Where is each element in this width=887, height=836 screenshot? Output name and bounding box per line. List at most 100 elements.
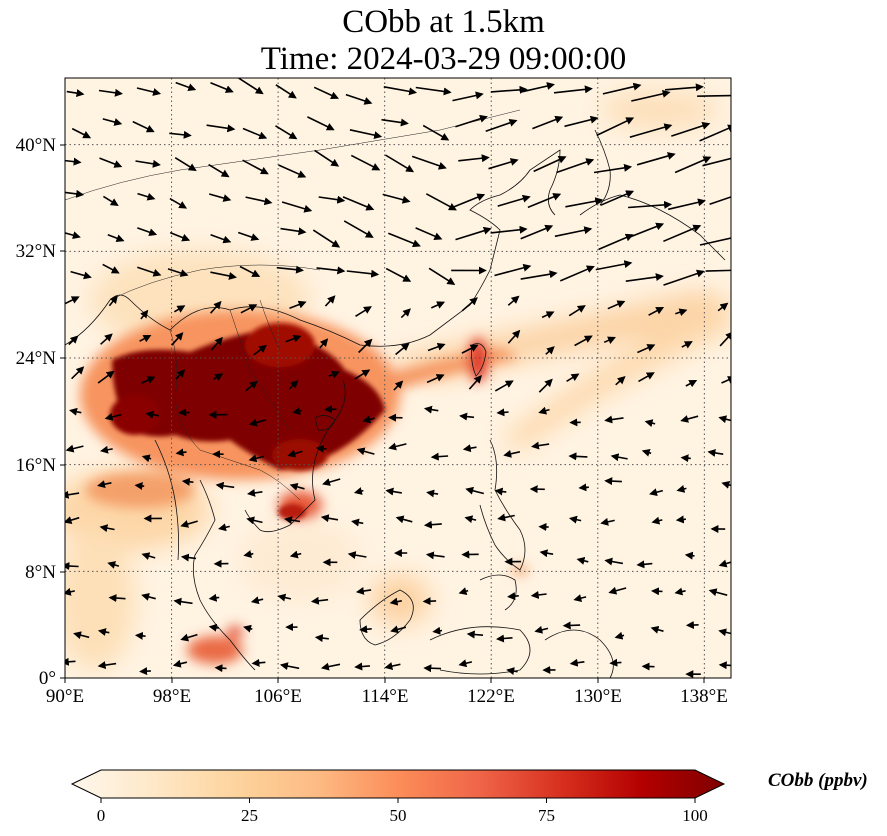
wind-arrow xyxy=(313,86,339,100)
wind-arrow xyxy=(240,304,258,314)
x-tick-label: 130°E xyxy=(574,686,622,707)
wind-arrow xyxy=(354,662,370,671)
wind-arrow xyxy=(718,559,731,568)
x-tick-label: 114°E xyxy=(362,686,409,707)
wind-arrow xyxy=(315,444,327,453)
wind-arrow xyxy=(169,231,191,242)
y-tick-label: 24°N xyxy=(16,348,57,369)
wind-arrow xyxy=(604,557,624,566)
gridlines xyxy=(65,78,731,678)
wind-arrow xyxy=(108,295,118,307)
wind-arrow xyxy=(631,89,671,102)
wind-arrow xyxy=(466,630,484,639)
wind-arrow xyxy=(174,157,197,172)
wind-arrow xyxy=(718,661,731,670)
wind-arrow xyxy=(362,415,375,424)
wind-arrow xyxy=(136,87,162,96)
wind-arrow xyxy=(141,552,156,560)
colorbar-label: CObb (ppbv) xyxy=(768,770,868,791)
wind-arrow xyxy=(100,333,113,345)
wind-arrow xyxy=(288,380,299,390)
wind-arrow xyxy=(65,444,84,453)
wind-arrow xyxy=(496,408,509,417)
wind-arrow xyxy=(384,154,415,173)
wind-arrow xyxy=(342,196,375,211)
wind-arrow xyxy=(289,300,307,310)
wind-arrow xyxy=(676,485,687,493)
wind-arrow xyxy=(210,300,222,314)
colorbar: 0 25 50 75 100 xyxy=(70,769,726,825)
wind-arrow xyxy=(455,114,488,128)
wind-arrow xyxy=(681,341,693,349)
wind-arrow xyxy=(104,412,122,421)
wind-arrow xyxy=(248,418,267,427)
wind-arrow xyxy=(465,486,484,495)
wind-arrow xyxy=(533,156,567,173)
wind-arrow xyxy=(415,227,443,240)
wind-arrow xyxy=(531,441,550,450)
wind-arrow xyxy=(349,129,383,140)
wind-arrow xyxy=(675,515,686,524)
wind-arrow xyxy=(520,224,554,240)
wind-arrow xyxy=(208,593,220,602)
wind-arrow xyxy=(609,658,622,667)
wind-arrow xyxy=(387,232,421,248)
wind-arrow xyxy=(554,226,593,238)
wind-arrow xyxy=(251,658,266,667)
wind-arrow xyxy=(707,448,724,457)
wind-arrow xyxy=(562,621,581,630)
wind-arrow xyxy=(462,444,477,453)
wind-arrow xyxy=(530,590,547,599)
wind-arrow xyxy=(214,664,227,673)
wind-arrow xyxy=(210,271,237,280)
wind-arrow xyxy=(556,158,595,174)
title-variable: CObb at 1.5km xyxy=(342,4,545,40)
wind-arrow xyxy=(350,154,381,171)
wind-arrow xyxy=(411,155,447,170)
wind-arrow xyxy=(602,82,642,95)
wind-arrow xyxy=(343,220,374,238)
wind-arrow xyxy=(566,373,580,382)
wind-arrow xyxy=(73,631,90,640)
wind-arrow xyxy=(400,308,411,319)
wind-arrow xyxy=(702,157,731,167)
wind-arrow xyxy=(671,121,711,137)
wind-arrow xyxy=(553,85,593,94)
wind-arrow xyxy=(651,516,663,525)
wind-arrow xyxy=(145,410,160,419)
wind-arrow xyxy=(248,454,265,463)
wind-arrow xyxy=(494,487,507,496)
wind-arrow xyxy=(275,125,298,140)
wind-arrow xyxy=(668,198,706,211)
wind-arrow xyxy=(665,83,704,92)
wind-arrow xyxy=(717,302,729,312)
map-frame xyxy=(64,77,732,679)
wind-arrow xyxy=(568,515,582,524)
wind-arrow xyxy=(541,311,555,319)
wind-arrow xyxy=(559,265,595,282)
wind-arrow xyxy=(384,662,401,670)
wind-arrow xyxy=(277,593,292,602)
wind-arrow xyxy=(430,452,449,461)
wind-arrow xyxy=(644,419,656,428)
wind-arrow xyxy=(98,88,123,97)
colorbar-tick: 50 xyxy=(390,806,407,825)
wind-arrow xyxy=(132,120,155,133)
wind-arrow xyxy=(320,514,339,523)
wind-arrow xyxy=(245,380,258,392)
wind-arrow xyxy=(593,163,633,174)
wind-arrow xyxy=(359,625,372,634)
wind-arrow xyxy=(675,308,688,317)
wind-arrow xyxy=(314,634,329,643)
wind-arrow xyxy=(506,667,518,676)
wind-arrow xyxy=(108,594,126,603)
wind-arrow xyxy=(289,482,305,491)
wind-arrow xyxy=(507,295,520,306)
wind-arrow xyxy=(423,520,442,529)
wind-arrow xyxy=(65,657,76,666)
wind-arrow xyxy=(65,516,80,524)
wind-arrow xyxy=(538,378,553,393)
wind-arrow xyxy=(650,625,664,634)
wind-arrow xyxy=(636,560,653,569)
wind-arrow xyxy=(532,115,564,130)
